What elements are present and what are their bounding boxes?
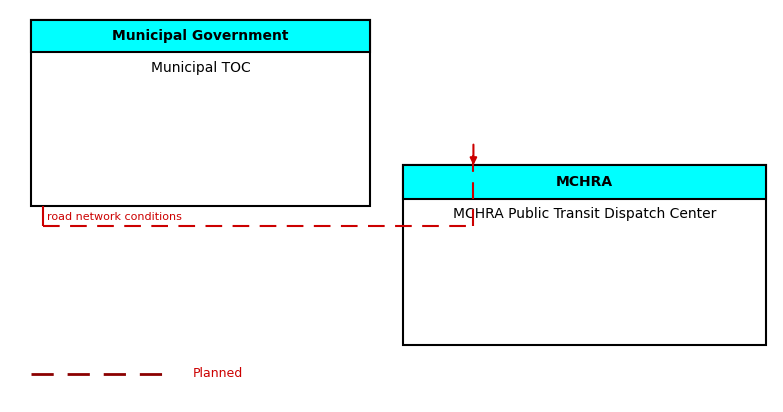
Bar	[31, 20, 370, 206]
Text: road network conditions: road network conditions	[47, 212, 182, 222]
Text: Municipal TOC: Municipal TOC	[151, 61, 251, 75]
Bar	[403, 165, 766, 345]
Bar	[403, 165, 766, 199]
Bar	[31, 20, 370, 52]
Text: MCHRA Public Transit Dispatch Center: MCHRA Public Transit Dispatch Center	[453, 208, 716, 222]
Text: Planned: Planned	[193, 367, 243, 380]
Text: MCHRA: MCHRA	[556, 175, 613, 189]
Text: Municipal Government: Municipal Government	[113, 29, 289, 43]
